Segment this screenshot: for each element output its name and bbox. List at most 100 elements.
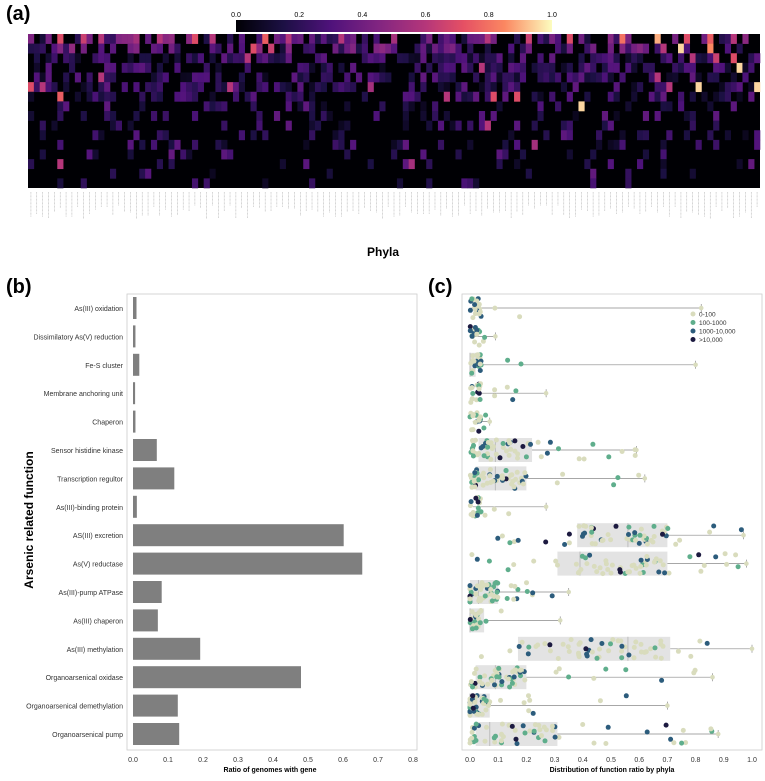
bar-x-tick-label: 0.2 (198, 757, 208, 764)
heatmap-cell (250, 43, 257, 54)
heatmap-cell (314, 82, 322, 93)
strip-point (556, 666, 562, 672)
heatmap-cell (443, 82, 450, 93)
strip-point (638, 641, 644, 647)
heatmap-cell (86, 72, 93, 83)
heatmap-cell (514, 62, 521, 73)
heatmap-cell (320, 72, 327, 83)
strip-point (478, 598, 483, 604)
heatmap-cell (420, 82, 427, 93)
box-x-tick-label: 0.4 (578, 757, 588, 764)
heatmap-cell (543, 62, 550, 73)
heatmap-cell (297, 34, 304, 44)
strip-point (701, 563, 707, 568)
heatmap-cell (455, 120, 462, 131)
heatmap-cell (285, 101, 292, 112)
heatmap-cell (496, 72, 503, 83)
strip-point (489, 677, 495, 683)
strip-point (544, 450, 550, 456)
heatmap-cell (168, 149, 175, 160)
heatmap-cell (514, 91, 521, 102)
heatmap-cell (420, 111, 427, 121)
heatmap-cell (601, 120, 609, 131)
strip-point (530, 590, 536, 596)
heatmap-cell (701, 91, 708, 102)
heatmap-cell (484, 43, 491, 54)
heatmap-cell (209, 101, 216, 112)
heatmap-cell (654, 43, 661, 54)
bar (133, 723, 180, 745)
heatmap-cell (531, 139, 538, 150)
heatmap-cell (244, 62, 251, 73)
strip-point (520, 444, 526, 449)
heatmap-cell (619, 43, 626, 54)
strip-point (566, 649, 572, 654)
strip-point (468, 499, 474, 505)
strip-point (592, 541, 598, 547)
heatmap-cell (402, 139, 409, 150)
heatmap-cell (156, 159, 163, 170)
strip-point (498, 608, 504, 614)
strip-point (584, 653, 590, 659)
heatmap-cell (63, 53, 70, 64)
heatmap-cell (490, 62, 497, 73)
strip-point (484, 582, 490, 588)
strip-point (467, 583, 473, 589)
strip-point (658, 655, 664, 661)
heatmap-cell (109, 43, 117, 54)
heatmap-cell (45, 72, 52, 83)
strip-point (469, 296, 475, 302)
heatmap-cell (379, 43, 386, 54)
strip-point (692, 667, 698, 673)
heatmap-cell (607, 159, 614, 170)
heatmap-cell (619, 139, 626, 150)
legend-label: >10,000 (699, 337, 723, 344)
heatmap-cell (92, 53, 99, 64)
strip-point (565, 644, 571, 650)
heatmap-cell (596, 139, 603, 150)
strip-point (513, 476, 519, 482)
heatmap-cell (227, 43, 234, 54)
heatmap-cell (437, 62, 445, 73)
heatmap-cell (314, 34, 322, 44)
heatmap-cell (666, 101, 673, 112)
strip-point (543, 390, 549, 396)
legend-marker (690, 320, 696, 325)
heatmap-cell (607, 91, 614, 102)
heatmap-cell (209, 91, 216, 102)
heatmap-cell (443, 72, 450, 83)
strip-point (515, 587, 521, 592)
heatmap-cell (432, 101, 439, 112)
heatmap-cell (104, 111, 111, 121)
heatmap-cell (543, 130, 550, 141)
strip-point (741, 532, 746, 538)
heatmap-cell (57, 43, 64, 54)
strip-point (476, 416, 482, 422)
heatmap-cell (402, 91, 409, 102)
strip-point (476, 386, 482, 392)
strip-point (626, 532, 631, 537)
heatmap-cell (490, 53, 497, 64)
heatmap-cell (719, 62, 726, 73)
heatmap-cell (191, 72, 199, 83)
heatmap-cell (484, 91, 491, 102)
heatmap-cell (86, 91, 93, 102)
strip-point (469, 333, 475, 339)
legend-marker (690, 337, 696, 342)
strip-point (481, 470, 486, 476)
heatmap-cell (361, 91, 368, 102)
strip-point (589, 529, 595, 535)
heatmap-cell (326, 34, 333, 44)
strip-point (499, 679, 505, 685)
strip-point (550, 728, 556, 734)
heatmap-cell (531, 62, 538, 73)
bar-xlabel: Ratio of genomes with gene (224, 767, 317, 774)
heatmap-cell (496, 101, 503, 112)
legend-marker (690, 328, 696, 334)
bar-category-label: Organoarsenical oxidase (46, 675, 124, 682)
box-x-tick-label: 0.6 (634, 757, 644, 764)
strip-point (688, 653, 694, 659)
heatmap-cell (74, 72, 82, 83)
heatmap-cell (209, 168, 216, 179)
strip-point (591, 563, 597, 569)
